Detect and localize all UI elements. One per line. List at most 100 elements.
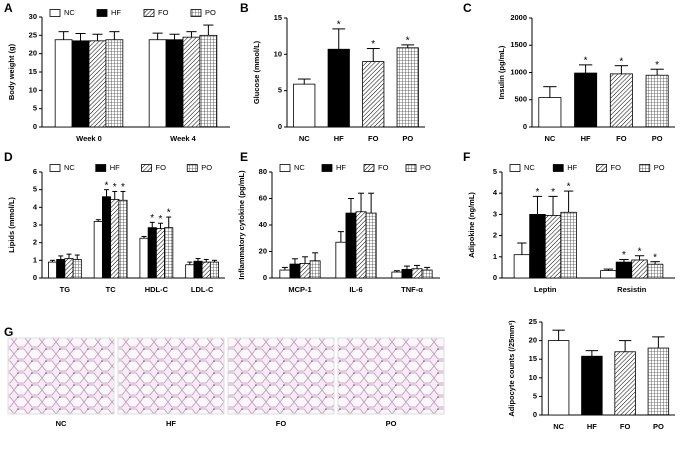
significance: * — [536, 187, 540, 198]
y-tick-label: 3 — [33, 220, 37, 229]
legend-label: FO — [378, 163, 389, 172]
bar — [93, 221, 103, 279]
x-tick-label: HF — [587, 422, 597, 431]
bar — [289, 263, 301, 279]
bar — [538, 97, 562, 128]
x-tick-label: PO — [652, 134, 663, 143]
bar — [110, 198, 120, 279]
legend-label: HF — [111, 8, 121, 17]
bar — [421, 269, 433, 279]
legend-label: PO — [205, 8, 216, 17]
legend-swatch — [321, 164, 333, 172]
legend-swatch — [49, 164, 61, 172]
legend-swatch — [96, 9, 108, 17]
y-tick-label: 0 — [33, 273, 37, 282]
legend-label: NC — [64, 163, 75, 172]
bar — [327, 48, 350, 128]
bar — [391, 271, 403, 279]
y-tick-label: 30 — [29, 12, 37, 21]
x-tick-label: IL-6 — [349, 285, 362, 294]
bar — [646, 263, 664, 279]
panel-letter: F — [463, 150, 470, 164]
y-tick-label: 10 — [274, 49, 282, 58]
panel-letter: B — [240, 1, 249, 15]
y-tick-label: 0 — [33, 122, 37, 131]
y-axis-label: Adipokine (ng/mL) — [467, 192, 476, 258]
x-tick-label: Week 4 — [170, 134, 197, 143]
x-tick-label: HDL-C — [145, 285, 169, 294]
significance: * — [113, 182, 117, 193]
bar — [193, 260, 203, 279]
y-tick-label: 20 — [29, 49, 37, 58]
bar — [105, 39, 124, 128]
panel-letter: E — [240, 150, 248, 164]
x-tick-label: Resistin — [617, 285, 647, 294]
y-tick-label: 500 — [514, 95, 527, 104]
bar — [574, 72, 598, 128]
y-tick-label: 15 — [29, 67, 37, 76]
significance: * — [567, 182, 571, 193]
y-tick-label: 1500 — [510, 40, 527, 49]
significance: * — [406, 36, 410, 47]
y-tick-label: 0 — [278, 122, 282, 131]
bar — [72, 259, 82, 279]
legend-label: FO — [611, 163, 622, 172]
x-tick-label: TC — [106, 285, 117, 294]
y-tick-label: 5 — [33, 104, 37, 113]
bar — [365, 212, 377, 279]
significance: * — [167, 208, 171, 219]
x-tick-label: PO — [402, 134, 413, 143]
bar — [547, 340, 570, 416]
panel-letter: G — [4, 325, 13, 339]
y-tick-label: 25 — [529, 317, 537, 326]
legend-swatch — [596, 164, 607, 172]
bar — [396, 47, 419, 128]
legend-label: PO — [420, 163, 431, 172]
bar — [647, 347, 670, 416]
y-axis-label: Inflammatory cytokine (pg/mL) — [237, 170, 246, 280]
x-tick-label: PO — [653, 422, 664, 431]
legend-label: FO — [158, 8, 169, 17]
significance: * — [150, 213, 154, 224]
bar — [164, 227, 174, 279]
image-label: NC — [56, 419, 67, 428]
bar — [335, 241, 347, 279]
significance: * — [638, 246, 642, 257]
y-tick-label: 20 — [529, 336, 537, 345]
bar — [355, 211, 367, 279]
image-label: HF — [166, 419, 176, 428]
y-tick-label: 1 — [33, 255, 37, 264]
bar — [581, 355, 603, 416]
significance: * — [337, 20, 341, 31]
bar — [362, 61, 385, 128]
y-tick-label: 5 — [533, 391, 537, 400]
legend-label: NC — [294, 163, 305, 172]
bar — [199, 34, 218, 128]
legend-swatch — [143, 9, 155, 17]
bar — [64, 258, 74, 279]
y-axis-label: Glucose (mmol/L) — [252, 40, 261, 104]
x-tick-label: TNF-α — [401, 285, 423, 294]
bar — [401, 268, 413, 279]
significance: * — [655, 60, 659, 71]
y-tick-label: 1000 — [510, 67, 527, 76]
bar — [185, 264, 195, 279]
legend-label: HF — [567, 163, 577, 172]
y-tick-label: 2 — [33, 238, 37, 247]
bar — [600, 270, 617, 279]
y-tick-label: 2 — [493, 231, 497, 240]
y-tick-label: 4 — [493, 188, 498, 197]
significance: * — [105, 180, 109, 191]
bar — [411, 268, 423, 279]
x-tick-label: FO — [616, 134, 627, 143]
image-label: PO — [386, 419, 397, 428]
bar — [529, 213, 546, 279]
histology-image — [227, 337, 335, 415]
legend-swatch — [363, 164, 375, 172]
legend-swatch — [186, 164, 198, 172]
bar — [615, 261, 633, 279]
bar — [182, 36, 201, 128]
panel-letter: D — [4, 150, 13, 164]
bar — [309, 260, 321, 279]
bar — [609, 73, 633, 128]
